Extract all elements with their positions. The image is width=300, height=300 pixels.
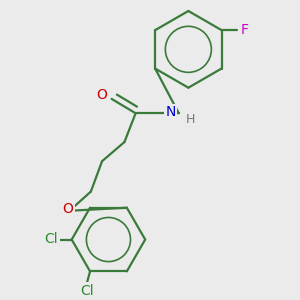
Text: F: F	[241, 23, 249, 37]
Text: O: O	[62, 202, 73, 216]
Text: H: H	[186, 112, 196, 125]
Text: Cl: Cl	[45, 232, 58, 246]
Text: O: O	[97, 88, 107, 102]
Text: Cl: Cl	[80, 284, 94, 298]
Text: N: N	[165, 105, 176, 119]
